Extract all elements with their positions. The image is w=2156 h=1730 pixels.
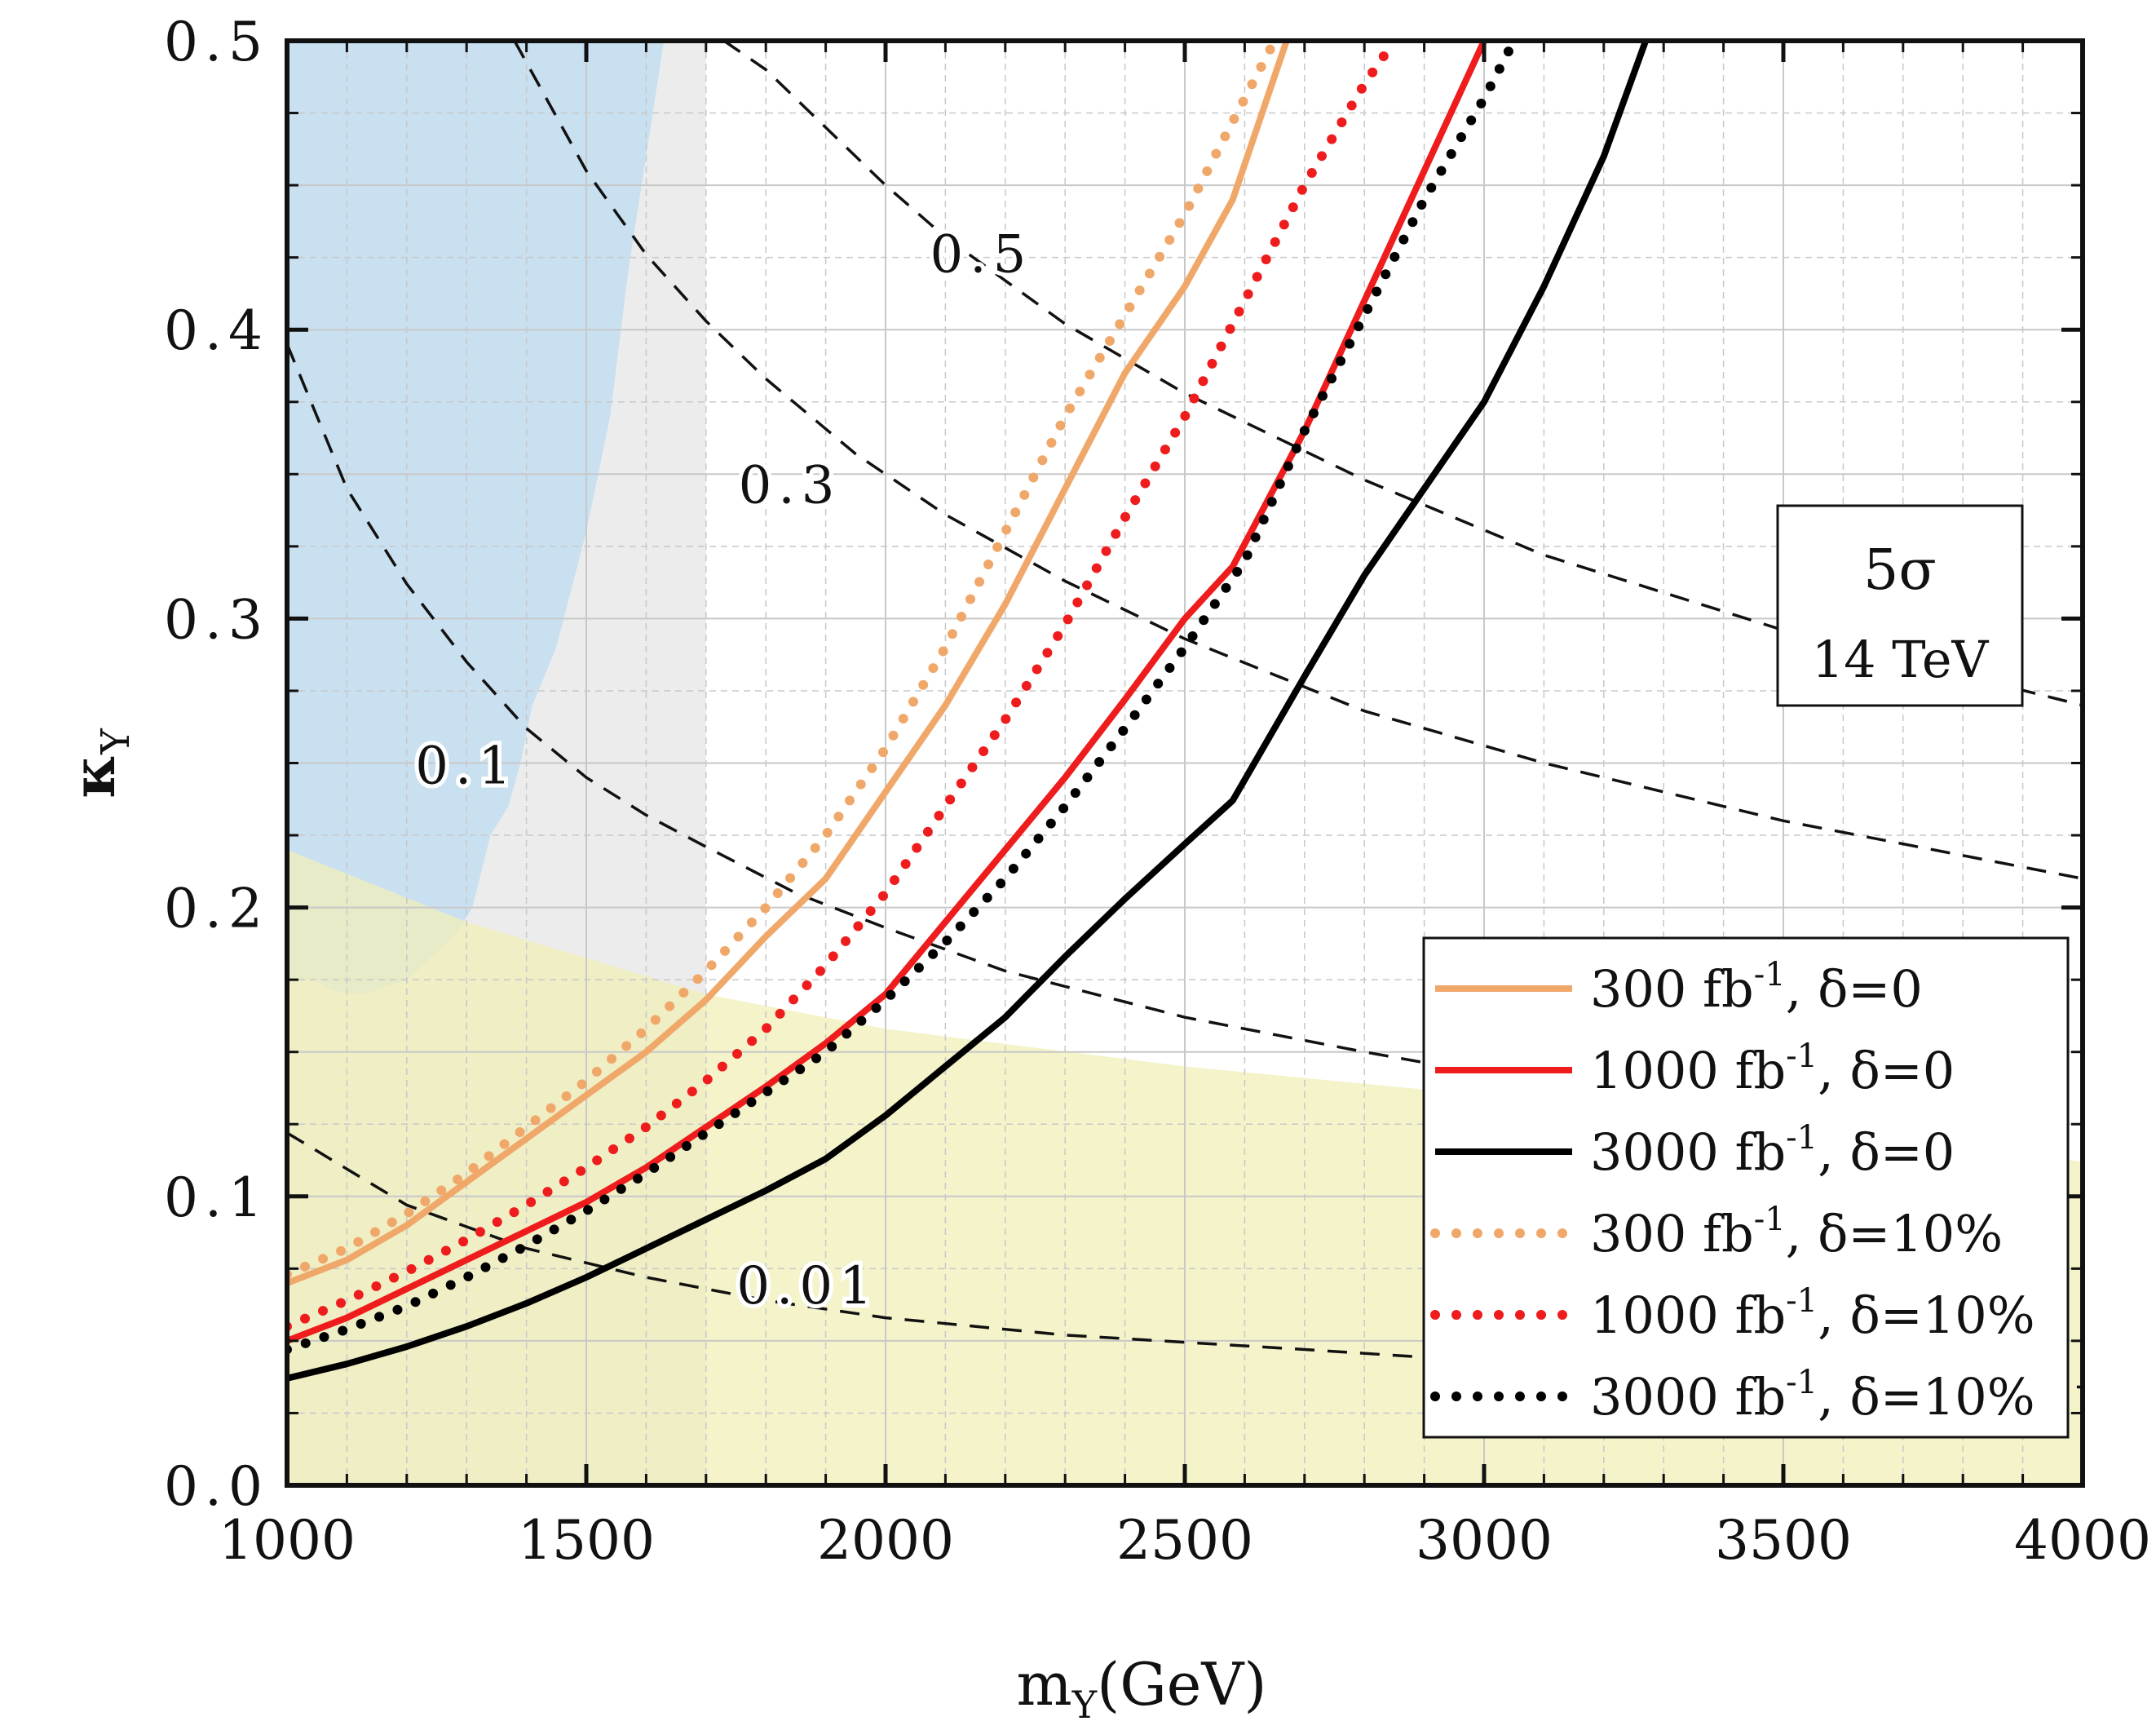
- legend-label-tail: , δ=10%: [1818, 1367, 2035, 1427]
- legend-label-main: 3000 fb: [1590, 1122, 1786, 1182]
- info-box-frame: [1776, 504, 2024, 707]
- legend-label-3: 3000 fb-1, δ=0: [1590, 1119, 1955, 1182]
- svg-text:κY: κY: [59, 728, 139, 799]
- tick-labels: 1000 1500 2000 2500 3000 3500 4000 0.0 0.1 0.2 0.3…: [164, 11, 2151, 1572]
- legend-label-2: 1000 fb-1, δ=0: [1590, 1038, 1955, 1100]
- y-tick-label: 0.3: [164, 588, 269, 651]
- contour-label-0.01: 0.01: [736, 1256, 879, 1316]
- x-axis-title-main: m: [1017, 1650, 1072, 1719]
- y-axis-title: κY: [59, 728, 139, 799]
- x-axis-title-unit: (GeV): [1097, 1650, 1266, 1719]
- legend-label-5: 1000 fb-1, δ=10%: [1590, 1282, 2035, 1345]
- contour-line-0.1: [287, 343, 2083, 1146]
- info-box: 5σ 14 TeV: [1776, 504, 2024, 707]
- legend-label-superscript: -1: [1786, 1282, 1818, 1320]
- x-tick-label: 1500: [518, 1509, 655, 1572]
- y-axis-title-subscript: Y: [93, 728, 139, 755]
- legend-label-tail: , δ=0: [1818, 1041, 1955, 1100]
- contour-line-0.5: [722, 41, 2083, 707]
- series-lines: [287, 41, 1649, 1382]
- legend-label-tail: , δ=0: [1818, 1122, 1955, 1182]
- series-line-2: [287, 41, 1487, 1344]
- x-tick-label: 3000: [1416, 1509, 1553, 1572]
- legend-label-main: 300 fb: [1590, 1204, 1754, 1263]
- y-tick-label: 0.1: [164, 1166, 269, 1229]
- series-line-5: [287, 41, 1399, 1332]
- contour-lines: [287, 41, 2083, 1389]
- series-line-1: [287, 41, 1290, 1286]
- x-axis-title-subscript: Y: [1071, 1683, 1098, 1727]
- contour-label-0.5: 0.5: [930, 224, 1033, 285]
- legend-label-6: 3000 fb-1, δ=10%: [1590, 1364, 2035, 1427]
- legend-label-tail: , δ=0: [1786, 959, 1923, 1019]
- info-box-significance: 5σ: [1863, 538, 1937, 603]
- y-axis-title-main: κ: [59, 754, 128, 799]
- y-tick-label: 0.0: [164, 1455, 269, 1518]
- legend-label-tail: , δ=10%: [1818, 1285, 2035, 1345]
- legend-label-1: 300 fb-1, δ=0: [1590, 956, 1923, 1019]
- contour-line-0.01: [287, 1131, 2083, 1389]
- axis-ticks: [285, 38, 2085, 1488]
- contour-label-0.1: 0.1: [415, 736, 518, 796]
- legend-label-superscript: -1: [1754, 956, 1786, 993]
- x-tick-label: 2500: [1116, 1509, 1253, 1572]
- y-tick-label: 0.2: [164, 878, 269, 940]
- legend-label-main: 300 fb: [1590, 959, 1754, 1019]
- legend-label-superscript: -1: [1754, 1201, 1786, 1238]
- x-tick-label: 3500: [1715, 1509, 1852, 1572]
- x-axis-title: mY(GeV): [1017, 1650, 1267, 1727]
- legend-label-main: 1000 fb: [1590, 1285, 1786, 1345]
- contour-labels: 0.01 0.1 0.3 0.5: [411, 220, 1033, 1320]
- info-box-energy: 14 TeV: [1812, 630, 1990, 689]
- x-tick-label: 2000: [817, 1509, 954, 1572]
- y-tick-label: 0.5: [164, 11, 269, 73]
- legend-label-main: 3000 fb: [1590, 1367, 1786, 1427]
- legend-label-superscript: -1: [1786, 1119, 1818, 1157]
- legend-label-superscript: -1: [1786, 1364, 1818, 1401]
- series-line-6: [287, 41, 1519, 1355]
- legend-label-tail: , δ=10%: [1786, 1204, 2004, 1263]
- legend-label-main: 1000 fb: [1590, 1041, 1786, 1100]
- series-line-3: [287, 41, 1649, 1382]
- blue-excluded-region: [287, 41, 665, 994]
- legend-frame: [1422, 936, 2070, 1439]
- y-tick-label: 0.4: [164, 299, 269, 362]
- x-tick-label: 1000: [219, 1509, 356, 1572]
- legend-label-4: 300 fb-1, δ=10%: [1590, 1201, 2003, 1263]
- contour-label-0.3: 0.3: [739, 456, 842, 516]
- legend-label-superscript: -1: [1786, 1038, 1818, 1075]
- series-line-4: [287, 41, 1280, 1280]
- x-tick-label: 4000: [2014, 1509, 2151, 1572]
